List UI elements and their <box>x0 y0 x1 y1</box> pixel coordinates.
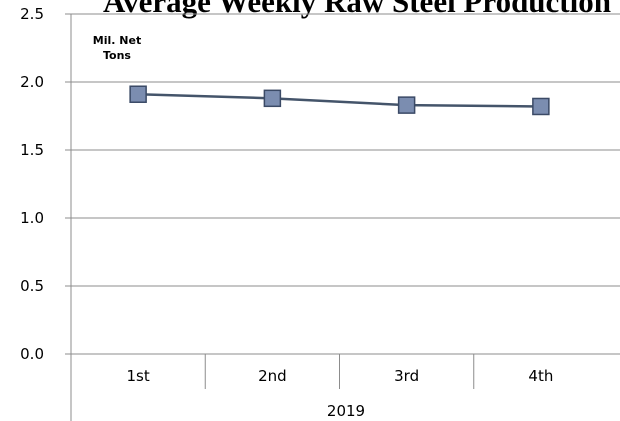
x-tick-label: 2nd <box>258 367 287 385</box>
y-tick-label: 0.0 <box>20 345 44 363</box>
y-axis-tick-labels: 0.0 0.5 1.0 1.5 2.0 2.5 <box>20 5 44 363</box>
y-unit-label-line-2: Tons <box>103 49 131 62</box>
x-axis-category-labels: 1st 2nd 3rd 4th <box>127 367 554 385</box>
chart-title: Average Weekly Raw Steel Production <box>103 0 611 19</box>
series-line <box>138 92 541 108</box>
y-tick-label: 2.5 <box>20 5 44 23</box>
x-tick-label: 1st <box>127 367 150 385</box>
data-point-marker <box>263 89 282 108</box>
y-tick-label: 1.0 <box>20 209 44 227</box>
gridlines <box>65 13 620 355</box>
x-axis-group-label: 2019 <box>327 402 365 420</box>
y-tick-label: 0.5 <box>20 277 44 295</box>
y-tick-label: 1.5 <box>20 141 44 159</box>
x-tick-label: 4th <box>528 367 553 385</box>
data-point-marker <box>532 97 550 116</box>
data-point-marker <box>129 85 147 103</box>
category-dividers <box>204 354 475 389</box>
y-tick-label: 2.0 <box>20 73 44 91</box>
series-group <box>129 85 550 116</box>
x-tick-label: 3rd <box>394 367 419 385</box>
data-point-marker <box>397 96 416 114</box>
y-unit-label-line-1: Mil. Net <box>93 34 141 47</box>
